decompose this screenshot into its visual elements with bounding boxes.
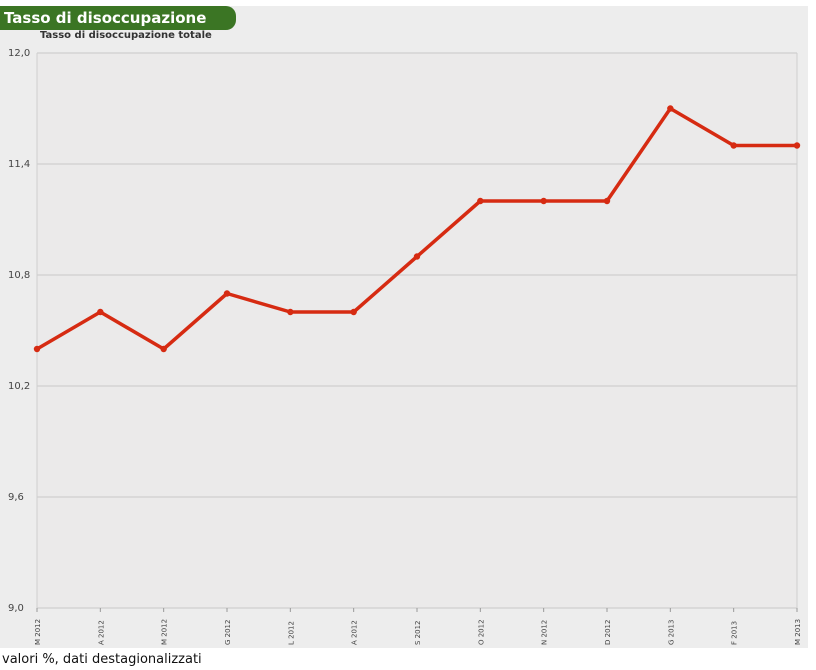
data-point[interactable] bbox=[413, 253, 421, 260]
x-tick-label: L 2012 bbox=[287, 621, 295, 645]
x-tick-label: O 2012 bbox=[477, 619, 485, 645]
chart-subtitle: Tasso di disoccupazione totale bbox=[40, 30, 212, 41]
data-point[interactable] bbox=[97, 308, 104, 316]
data-point[interactable] bbox=[540, 197, 547, 205]
data-point[interactable] bbox=[160, 345, 167, 353]
x-tick-label: S 2012 bbox=[414, 621, 422, 645]
data-point[interactable] bbox=[33, 345, 41, 353]
x-tick-label: G 2013 bbox=[667, 620, 675, 645]
x-tick-label: A 2012 bbox=[351, 620, 359, 645]
y-tick-label: 9,6 bbox=[8, 492, 24, 503]
chart-header-title: Tasso di disoccupazione bbox=[0, 6, 236, 30]
x-tick-label: G 2012 bbox=[224, 620, 232, 645]
x-tick-label: M 2013 bbox=[794, 619, 802, 645]
y-tick-label: 9,0 bbox=[8, 603, 24, 614]
y-tick-label: 11,4 bbox=[8, 159, 30, 170]
data-point[interactable] bbox=[730, 142, 737, 149]
data-point[interactable] bbox=[350, 308, 357, 316]
x-tick-label: M 2012 bbox=[34, 619, 42, 645]
x-tick-label: M 2012 bbox=[161, 619, 169, 645]
x-tick-label: F 2013 bbox=[731, 621, 739, 645]
data-point[interactable] bbox=[223, 290, 231, 297]
data-point[interactable] bbox=[667, 105, 674, 112]
data-point[interactable] bbox=[477, 197, 484, 205]
footnote: valori %, dati destagionalizzati bbox=[2, 652, 202, 667]
data-point[interactable] bbox=[793, 142, 801, 149]
x-tick-label: N 2012 bbox=[541, 620, 549, 645]
data-point[interactable] bbox=[603, 197, 611, 205]
y-tick-label: 10,8 bbox=[8, 270, 30, 281]
x-tick-label: A 2012 bbox=[97, 620, 105, 645]
y-tick-label: 10,2 bbox=[8, 381, 30, 392]
y-tick-label: 12,0 bbox=[8, 48, 30, 59]
x-tick-label: D 2012 bbox=[604, 620, 612, 645]
data-point[interactable] bbox=[287, 308, 294, 316]
plot-area bbox=[37, 53, 797, 608]
